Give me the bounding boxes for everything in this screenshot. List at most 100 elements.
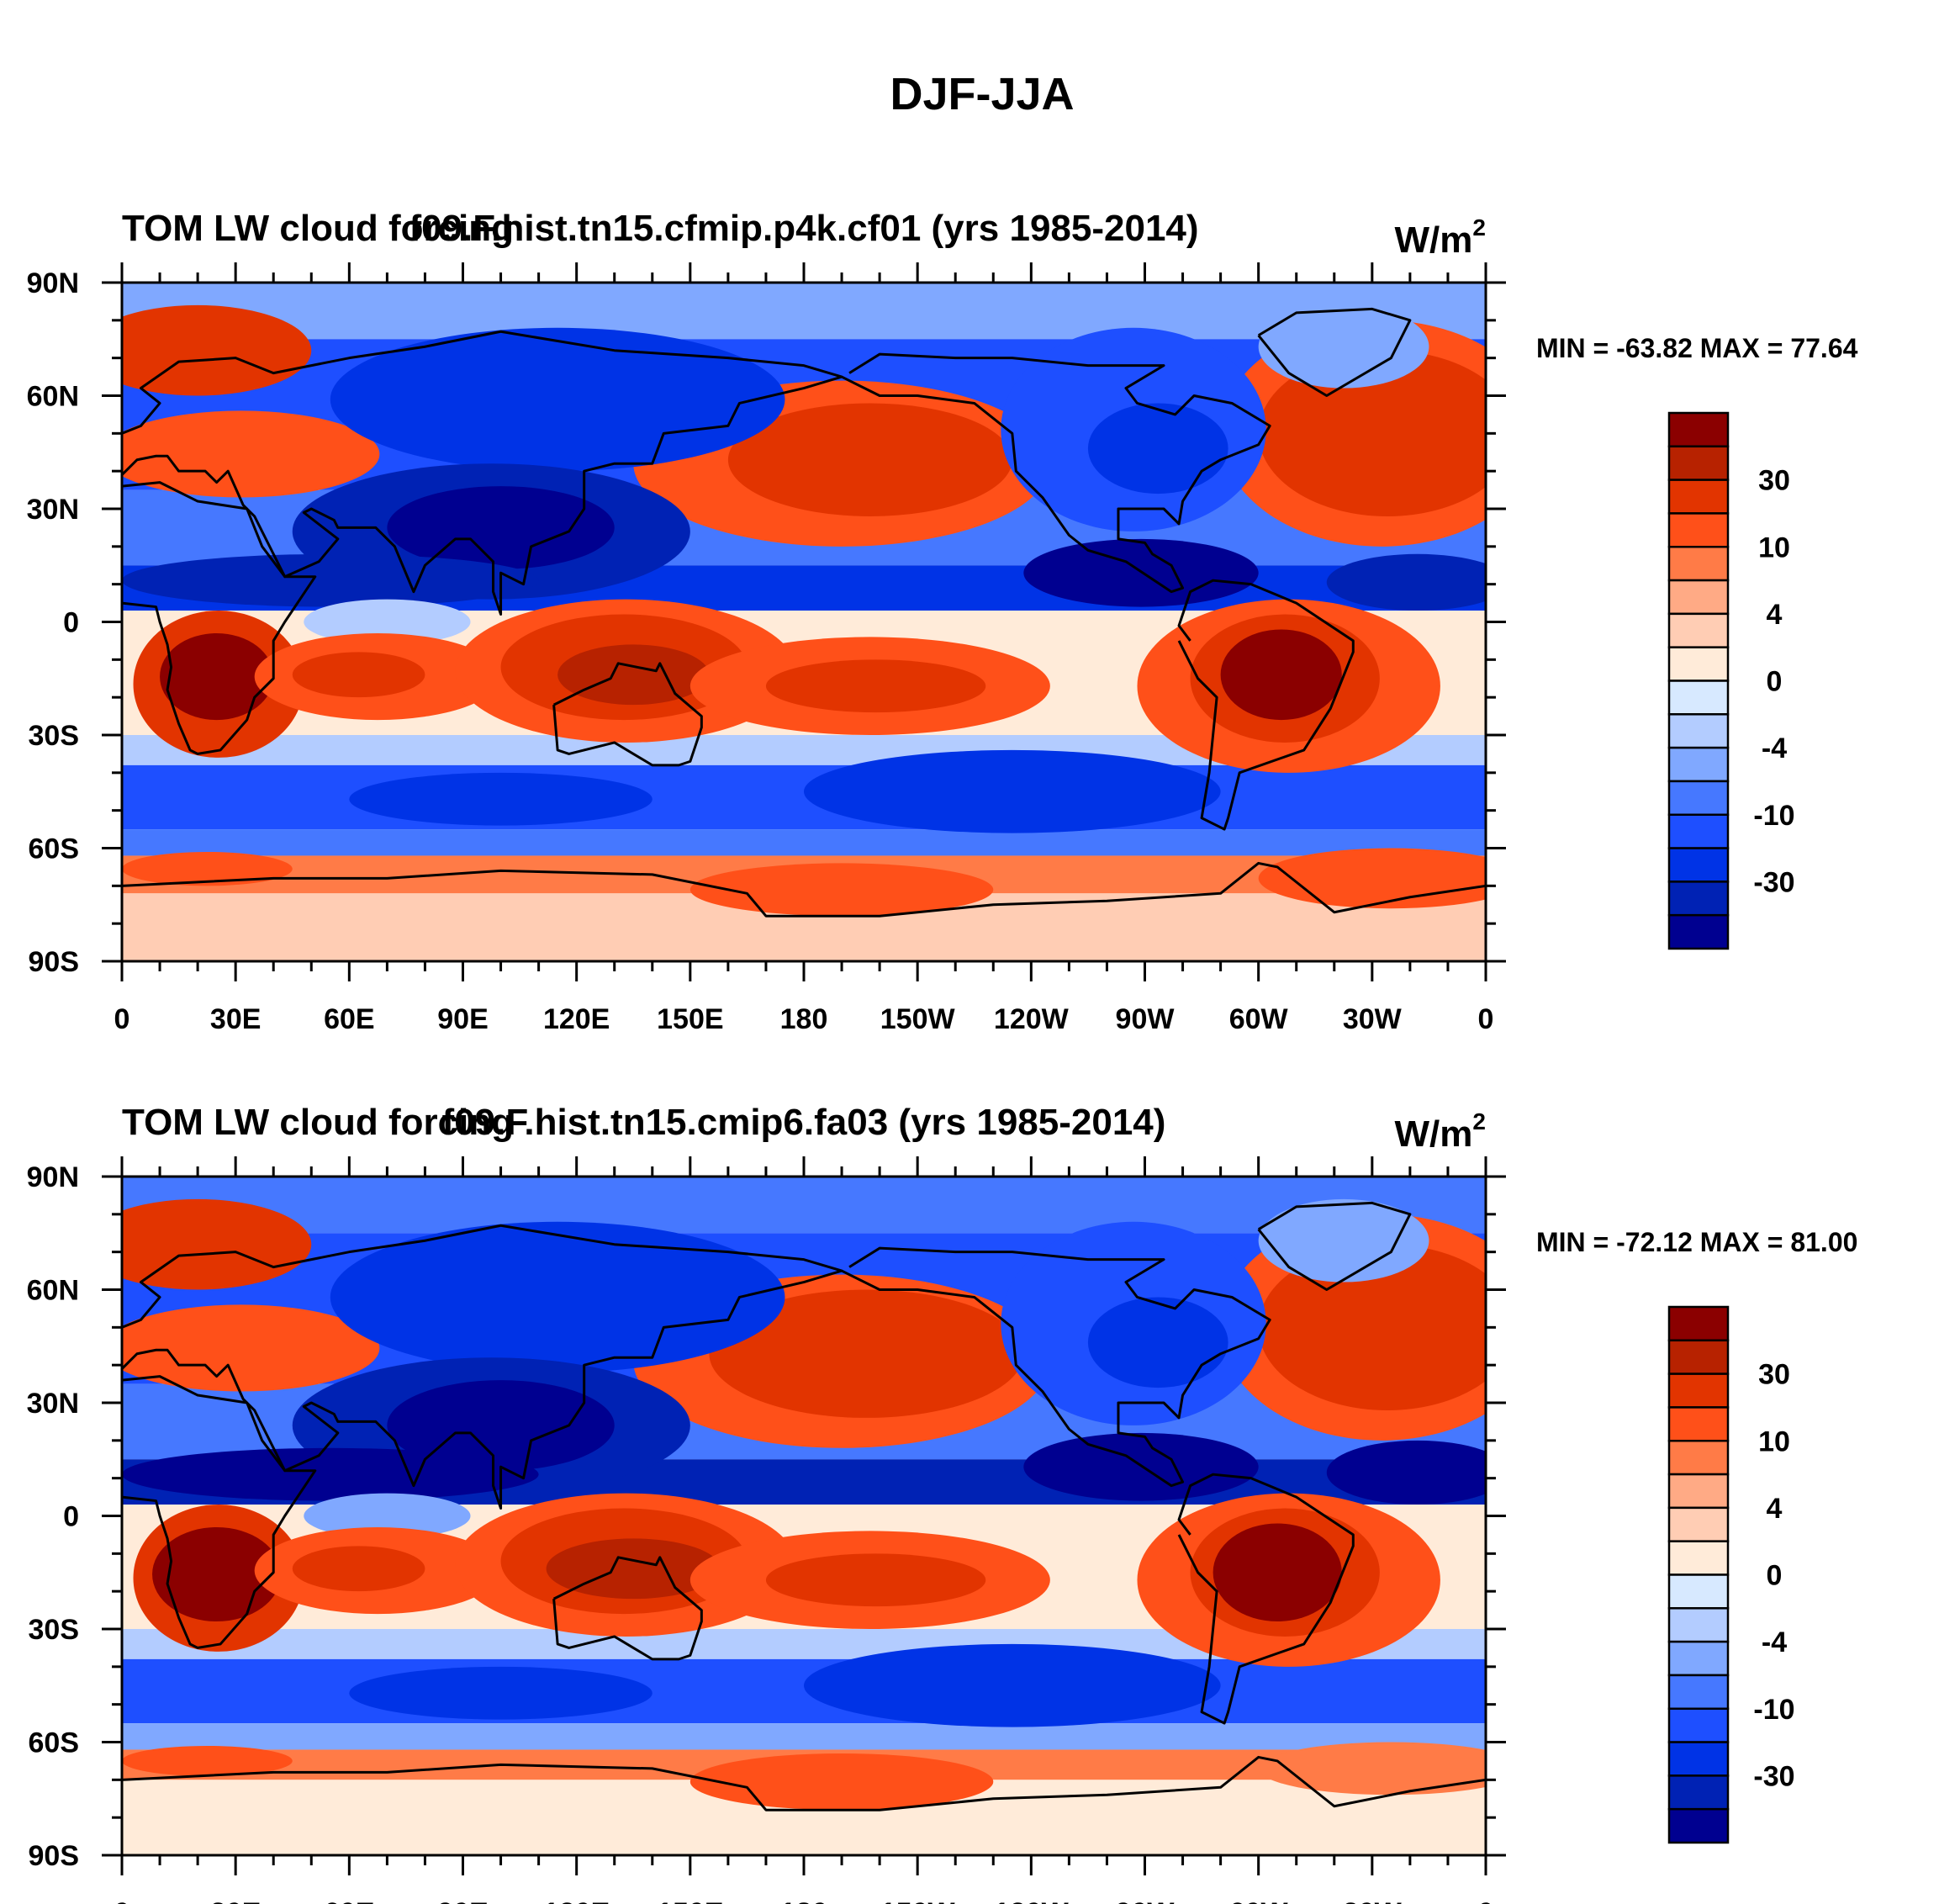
- contour-region: [122, 1745, 293, 1776]
- colorbar-box: [1667, 1540, 1730, 1576]
- x-tick-label: 150E: [657, 1003, 723, 1035]
- contour-region: [1326, 553, 1486, 611]
- contour-region: [122, 553, 539, 607]
- contour-region: [557, 644, 710, 706]
- coastline-greenland: [1257, 307, 1412, 397]
- x-tick-label: 30E: [210, 1897, 262, 1904]
- contour-region: [546, 1538, 721, 1600]
- coastline-africa: [122, 481, 317, 755]
- contour-band: [122, 764, 1486, 830]
- contour-region: [292, 652, 425, 698]
- colorbar-box: [1667, 1473, 1730, 1510]
- y-tick-label: 30S: [29, 1614, 80, 1646]
- contour-region: [1087, 403, 1228, 495]
- colorbar-label: 4: [1767, 599, 1783, 631]
- contour-region: [122, 304, 312, 396]
- x-tick-label: 60W: [1229, 1897, 1289, 1904]
- min-max-label: MIN = -63.82 MAX = 77.64: [1536, 333, 1858, 363]
- x-tick-label: 0: [114, 1897, 130, 1904]
- y-tick-label: 0: [63, 607, 79, 639]
- colorbar-box: [1667, 445, 1730, 481]
- contour-region: [304, 599, 471, 645]
- contour-region: [1258, 350, 1486, 516]
- colorbar-box: [1667, 411, 1730, 448]
- x-tick-label: 120W: [994, 1003, 1070, 1035]
- colorbar-label: -4: [1762, 733, 1787, 764]
- colorbar-label: 10: [1758, 1425, 1790, 1457]
- colorbar-box: [1667, 847, 1730, 883]
- coastline-australia: [552, 1556, 703, 1661]
- colorbar-box: [1667, 1741, 1730, 1777]
- colorbar-box: [1667, 1640, 1730, 1677]
- contour-region: [122, 1198, 312, 1290]
- map-panel-2: 0 30E 60E 90E 120E 150E 180 150W 120W 90W 60W 30W 0 9…: [27, 1102, 1858, 1904]
- colorbar-box: [1667, 780, 1730, 816]
- colorbar-label: -30: [1753, 1760, 1794, 1792]
- colorbar-label: -10: [1753, 1694, 1794, 1726]
- y-tick-label: 30S: [29, 720, 80, 752]
- colorbar-box: [1667, 813, 1730, 849]
- coastline-greenland: [1257, 1201, 1412, 1291]
- colorbar-box: [1667, 1674, 1730, 1710]
- colorbar-box: [1667, 1406, 1730, 1442]
- contour-region: [765, 659, 986, 713]
- y-tick-label: 60N: [27, 1275, 79, 1307]
- x-tick-label: 90W: [1116, 1003, 1176, 1035]
- x-tick-label: 30E: [210, 1003, 262, 1035]
- contour-field: [122, 1177, 1486, 1855]
- contour-region: [709, 1289, 1024, 1418]
- y-tick-label: 90S: [29, 946, 80, 978]
- contour-region: [292, 1546, 425, 1592]
- colorbar-box: [1667, 512, 1730, 548]
- colorbar-label: 10: [1758, 532, 1790, 563]
- x-tick-label: 0: [1478, 1003, 1494, 1035]
- units-superscript: 2: [1472, 214, 1486, 241]
- units-superscript: 2: [1472, 1108, 1486, 1134]
- colorbar-box: [1667, 1807, 1730, 1844]
- contour-region: [727, 403, 1012, 516]
- min-max-label: MIN = -72.12 MAX = 81.00: [1536, 1227, 1857, 1257]
- y-tick-label: 60N: [27, 381, 79, 413]
- coastline-eurasia: [122, 1224, 843, 1510]
- colorbar-box: [1667, 680, 1730, 716]
- coastlines: [122, 1201, 1486, 1811]
- units-base: W/m: [1395, 1113, 1473, 1155]
- colorbar-box: [1667, 579, 1730, 616]
- x-tick-label: 0: [1478, 1897, 1494, 1904]
- contour-region: [349, 772, 652, 826]
- x-tick-label: 30W: [1343, 1003, 1403, 1035]
- colorbar-box: [1667, 913, 1730, 950]
- axis-ticks: [102, 1156, 1506, 1875]
- colorbar-box: [1667, 746, 1730, 783]
- coastline-africa: [122, 1375, 317, 1649]
- contour-region: [689, 1753, 994, 1811]
- colorbar-label: 30: [1758, 465, 1790, 497]
- x-tick-label: 90W: [1116, 1897, 1176, 1904]
- left-subtitle: TOM LW cloud forcing: [122, 1102, 514, 1143]
- colorbar-box: [1667, 1573, 1730, 1610]
- x-tick-label: 30W: [1343, 1897, 1403, 1904]
- coastline-namerica: [841, 352, 1271, 594]
- x-tick-label: 60E: [324, 1003, 375, 1035]
- colorbar-box: [1667, 612, 1730, 648]
- x-tick-label: 120E: [543, 1897, 610, 1904]
- contour-region: [122, 851, 293, 886]
- center-subtitle: f09.F.hist.tn15.cmip6.fa03 (yrs 1985-201…: [442, 1102, 1166, 1143]
- contour-region: [330, 1221, 785, 1373]
- axis-ticks: [102, 262, 1506, 981]
- x-tick-label: 120E: [543, 1003, 610, 1035]
- x-tick-label: 60W: [1229, 1003, 1289, 1035]
- colorbar-box: [1667, 646, 1730, 682]
- colorbar-box: [1667, 1506, 1730, 1542]
- map-panel-1: 0 30E 60E 90E 120E 150E 180 150W 120W 90W 60W 30W 0 9…: [27, 208, 1858, 1035]
- colorbar-box: [1667, 1440, 1730, 1476]
- contour-region: [1213, 1523, 1342, 1622]
- coastline-samerica: [1177, 1473, 1355, 1725]
- x-tick-label: 150E: [657, 1897, 723, 1904]
- colorbar-box: [1667, 1607, 1730, 1643]
- contour-region: [122, 1447, 539, 1501]
- contour-region: [1258, 1198, 1429, 1283]
- coastline-eurasia: [122, 330, 843, 616]
- x-tick-label: 180: [780, 1003, 828, 1035]
